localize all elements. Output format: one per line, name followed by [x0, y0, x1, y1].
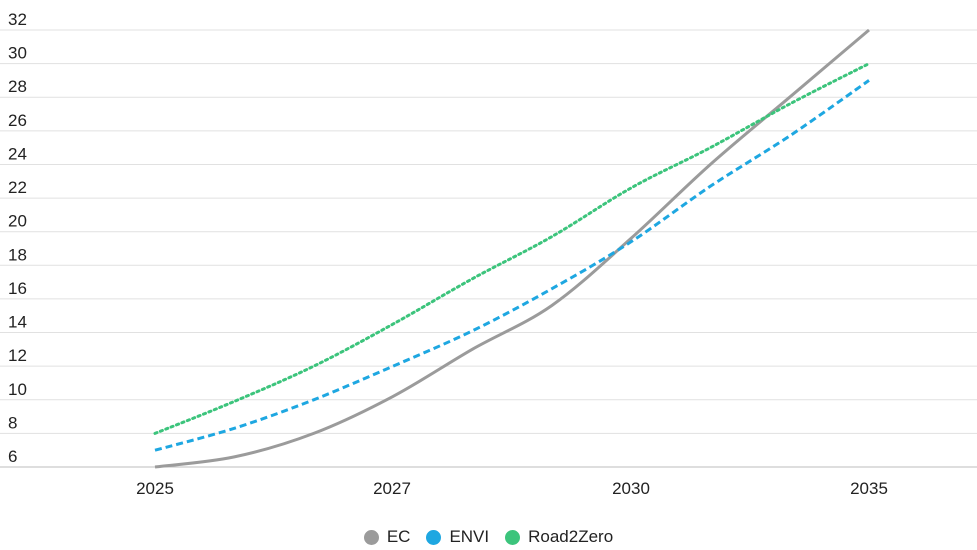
y-tick-label-8: 8: [8, 413, 17, 432]
legend-swatch-ec: [363, 529, 379, 545]
y-tick-label-30: 30: [8, 44, 27, 63]
legend-item-road2zero[interactable]: Road2Zero: [505, 527, 613, 547]
x-tick-label-2025: 2025: [136, 479, 174, 498]
y-tick-label-22: 22: [8, 178, 27, 197]
series-line-ec: [154, 28, 870, 469]
series-line-road2zero: [153, 62, 871, 435]
series-lines: [153, 28, 871, 469]
y-tick-label-18: 18: [8, 245, 27, 264]
y-axis-ticks: 6 8 10 12 14 16 18 20 22 24 26 28 30 32: [8, 10, 27, 466]
legend-label-ec: EC: [386, 527, 411, 546]
x-tick-label-2027: 2027: [373, 479, 411, 498]
y-tick-label-12: 12: [8, 346, 27, 365]
x-tick-label-2035: 2035: [850, 479, 888, 498]
y-tick-label-10: 10: [8, 380, 27, 399]
legend-swatch-road2zero: [505, 529, 521, 545]
x-tick-label-2030: 2030: [612, 479, 650, 498]
y-tick-label-24: 24: [8, 144, 27, 163]
grid-lines: [0, 29, 977, 468]
y-tick-label-6: 6: [8, 447, 17, 466]
legend-item-envi[interactable]: ENVI: [426, 527, 489, 547]
series-line-envi: [154, 79, 870, 452]
y-tick-label-32: 32: [8, 10, 27, 29]
x-axis-ticks: 2025 2027 2030 2035: [136, 479, 888, 498]
y-tick-label-20: 20: [8, 212, 27, 231]
legend: EC ENVI Road2Zero: [0, 527, 977, 547]
y-tick-label-28: 28: [8, 77, 27, 96]
y-tick-label-26: 26: [8, 111, 27, 130]
y-tick-label-14: 14: [8, 313, 27, 332]
legend-item-ec[interactable]: EC: [363, 527, 411, 547]
legend-swatch-envi: [426, 529, 442, 545]
legend-label-envi: ENVI: [449, 527, 490, 546]
y-tick-label-16: 16: [8, 279, 27, 298]
legend-label-road2zero: Road2Zero: [528, 527, 614, 546]
